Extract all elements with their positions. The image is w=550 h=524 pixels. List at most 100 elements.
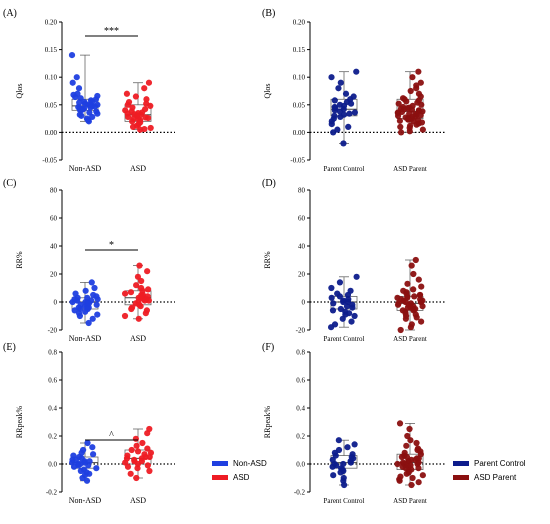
data-point [411,293,418,300]
data-point [413,314,420,321]
data-point [406,425,413,433]
panel-label: (F) [262,342,274,353]
legend-label-non-asd: Non-ASD [233,458,267,468]
data-point [394,301,402,308]
y-tick-label: 80 [298,187,306,195]
y-tick-label: 0.2 [48,433,57,441]
data-point [336,279,344,286]
data-point [88,279,95,286]
data-point [343,303,351,310]
data-point [351,441,358,448]
data-point [403,98,410,105]
y-tick-label: 0.0 [296,461,305,469]
legend-item-asd: ASD [212,470,267,484]
data-point [141,85,148,92]
data-point [69,298,76,306]
data-point [419,126,426,133]
y-tick-label: 80 [50,187,58,195]
y-tick-label: 20 [298,271,306,279]
y-tick-label: -20 [48,327,58,335]
data-point [335,85,342,92]
legend-swatch-parent-control [453,460,469,466]
y-axis-label: Qlos [263,83,272,98]
data-point [397,326,404,334]
data-point [89,451,97,458]
panel-d: (D) -20 0 20 40 60 80 RR% Parent Control ASD Pare… [262,178,445,343]
y-tick-label: -20 [296,327,306,335]
x-tick-label: Parent Control [323,335,364,343]
y-tick-label: 0.4 [296,405,305,413]
data-point [127,470,134,477]
data-point [133,442,140,449]
data-point [132,93,140,100]
data-point [417,112,424,119]
x-tick-label: ASD [130,334,146,343]
data-point [349,304,356,311]
data-point [337,305,344,313]
panel-label: (B) [262,8,275,19]
x-tick-label: ASD [130,164,146,173]
data-point [70,463,78,470]
data-point [402,315,409,322]
data-point [397,123,404,130]
panel-c: (C) -20 0 20 40 60 80 RR% Non-ASD ASD * [3,178,175,343]
y-tick-label: 0.8 [48,349,57,357]
legend-label-asd-parent: ASD Parent [474,472,517,482]
data-point [396,477,403,484]
y-tick-label: 0.20 [293,19,306,27]
data-point [413,121,420,128]
data-point [129,118,136,125]
data-point [136,262,143,269]
data-point [417,79,424,86]
data-point [144,430,151,437]
data-point [403,470,410,477]
significance-marker: ^ [109,430,114,441]
data-point [346,110,353,117]
data-point [348,318,355,325]
data-point [94,110,101,117]
y-tick-label: 0.10 [45,74,58,82]
data-point [397,129,405,136]
data-point [394,460,401,468]
data-point [75,85,83,92]
data-point [418,318,425,325]
y-tick-label: 60 [298,215,306,223]
data-point [342,90,350,97]
data-point [353,68,360,75]
data-point [330,129,337,136]
data-point [328,294,335,301]
data-point [415,465,422,472]
y-tick-label: -0.2 [294,489,306,497]
data-point [123,90,131,97]
data-point [329,307,337,314]
data-point [144,445,151,452]
data-point [138,277,145,285]
data-point [78,112,85,119]
data-point [134,448,142,455]
data-point [394,112,402,119]
data-point [340,140,347,147]
legend-swatch-non-asd [212,460,228,466]
data-point [145,79,153,86]
data-point [139,439,146,447]
data-point [328,74,335,81]
data-point [340,298,347,306]
data-point [406,128,413,135]
data-point [418,101,425,108]
y-tick-label: 0.4 [48,405,57,413]
legend-item-non-asd: Non-ASD [212,456,267,470]
data-point [330,472,337,479]
y-axis-label: Qlos [15,83,24,98]
data-point [89,444,96,451]
data-point [144,462,151,469]
data-point [339,315,346,322]
x-tick-label: ASD Parent [393,335,427,343]
x-tick-label: Parent Control [323,165,364,173]
data-point [396,420,404,427]
data-point [410,270,417,278]
data-point [93,465,100,472]
y-tick-label: 40 [50,243,58,251]
data-point [82,287,89,294]
legend-swatch-asd-parent [453,474,469,480]
data-point [418,283,425,290]
